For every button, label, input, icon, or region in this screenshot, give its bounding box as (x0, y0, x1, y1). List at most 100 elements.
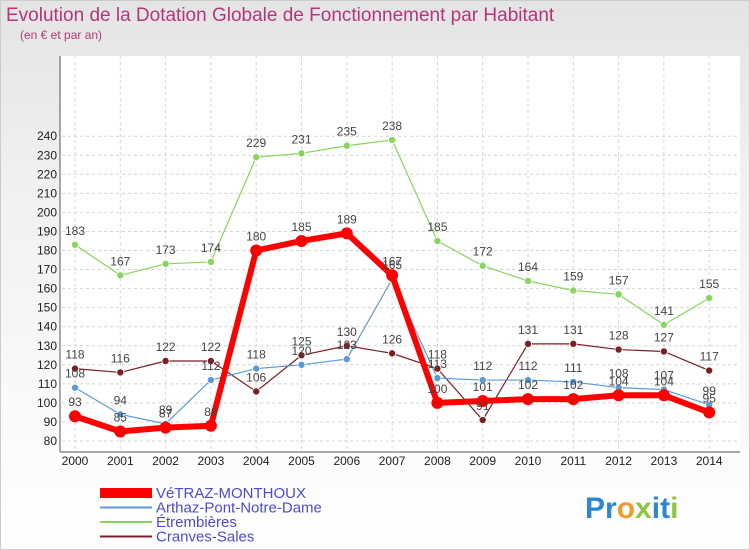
data-label: 111 (564, 361, 583, 375)
axes: 8090100110120130140150160170180190200210… (37, 56, 740, 468)
chart-subtitle: (en € et par an) (20, 28, 102, 42)
data-label: 173 (156, 243, 176, 257)
data-label: 159 (563, 270, 583, 284)
data-label: 126 (382, 332, 402, 346)
data-point (342, 355, 351, 364)
series-layer (69, 136, 716, 438)
data-label: 238 (382, 119, 402, 133)
x-tick-label: 2006 (333, 454, 360, 468)
data-point (388, 136, 397, 145)
data-label: 117 (700, 350, 719, 364)
x-tick-label: 2014 (696, 454, 723, 468)
data-point (433, 364, 442, 373)
data-label: 235 (337, 125, 357, 139)
data-point (476, 394, 489, 407)
data-label: 104 (609, 374, 629, 388)
x-tick-label: 2010 (515, 454, 542, 468)
data-label: 155 (699, 277, 719, 291)
data-point (161, 356, 170, 365)
data-labels: 183 167 173 174 229 231 235 238 185 172 164 159 157 1… (65, 119, 720, 424)
data-point (159, 421, 172, 434)
data-point (252, 387, 261, 396)
y-tick-label: 220 (37, 167, 57, 181)
data-label: 123 (337, 338, 357, 352)
legend-swatch (100, 506, 152, 509)
data-label: 118 (428, 348, 447, 362)
data-point (433, 374, 442, 383)
series-cranves-sales (71, 339, 714, 425)
data-label: 95 (703, 391, 717, 405)
data-point (297, 360, 306, 369)
chart-title: Evolution de la Dotation Globale de Fonc… (6, 5, 555, 26)
x-tick-label: 2004 (243, 454, 270, 468)
proxiti-logo: Proxiti (585, 492, 678, 525)
y-tick-label: 140 (37, 320, 57, 334)
y-tick-label: 230 (37, 148, 57, 162)
y-tick-label: 240 (37, 129, 57, 143)
data-label: 127 (654, 330, 674, 344)
data-point (116, 271, 125, 280)
y-tick-label: 130 (37, 339, 57, 353)
data-label: 167 (382, 254, 402, 268)
data-point (206, 356, 215, 365)
x-tick-label: 2005 (288, 454, 315, 468)
data-label: 102 (518, 378, 538, 392)
data-label: 91 (476, 399, 490, 413)
data-point (386, 269, 399, 282)
data-label: 189 (337, 212, 357, 226)
y-tick-label: 90 (44, 415, 58, 429)
data-point (342, 141, 351, 150)
data-point (567, 393, 580, 406)
data-label: 116 (111, 351, 130, 365)
data-label: 107 (654, 369, 674, 383)
data-label: 125 (291, 334, 311, 348)
data-label: 94 (114, 393, 128, 407)
data-point (657, 389, 670, 402)
series--trembi-res (71, 136, 714, 329)
data-point (569, 339, 578, 348)
data-label: 183 (65, 224, 85, 238)
y-tick-label: 150 (37, 301, 57, 315)
data-label: 229 (246, 136, 266, 150)
data-point (114, 425, 127, 438)
data-point (297, 351, 306, 360)
data-point (116, 410, 125, 419)
x-tick-label: 2002 (152, 454, 179, 468)
data-point (71, 383, 80, 392)
legend-swatch (100, 535, 152, 538)
data-label: 185 (291, 220, 311, 234)
data-point (705, 366, 714, 375)
legend-swatch (100, 488, 152, 498)
data-point (297, 149, 306, 158)
data-point (659, 320, 668, 329)
data-label: 172 (473, 245, 493, 259)
data-point (522, 393, 534, 406)
legend-label: Étrembières (156, 514, 237, 531)
data-label: 141 (654, 304, 674, 318)
data-label: 112 (473, 359, 492, 373)
data-point (431, 396, 444, 409)
data-point (69, 410, 81, 423)
data-point (116, 368, 125, 377)
data-point (478, 261, 487, 270)
y-tick-label: 180 (37, 244, 57, 258)
data-label: 106 (246, 370, 266, 384)
data-label: 112 (201, 359, 220, 373)
data-point (659, 347, 668, 356)
data-label: 118 (247, 348, 266, 362)
y-tick-label: 80 (44, 434, 58, 448)
data-point (478, 416, 487, 425)
data-label: 180 (246, 230, 266, 244)
data-point (206, 257, 215, 266)
plot-area (60, 56, 740, 452)
data-label: 89 (159, 403, 173, 417)
data-point (524, 376, 533, 385)
data-point (204, 419, 217, 432)
data-label: 231 (291, 132, 311, 146)
y-tick-label: 210 (37, 186, 57, 200)
y-tick-label: 200 (37, 205, 57, 219)
data-point (340, 227, 353, 240)
legend-label: Arthaz-Pont-Notre-Dame (156, 500, 322, 517)
data-point (161, 259, 170, 268)
